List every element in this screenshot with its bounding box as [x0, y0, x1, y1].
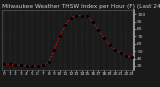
Point	[75, 15, 78, 16]
Point	[80, 15, 83, 16]
Point	[47, 62, 50, 63]
Point	[108, 44, 111, 46]
Point	[53, 49, 56, 50]
Point	[119, 52, 122, 53]
Point	[31, 65, 33, 67]
Point	[114, 49, 116, 50]
Point	[69, 17, 72, 19]
Point	[42, 64, 44, 66]
Point	[58, 36, 61, 37]
Point	[97, 30, 100, 31]
Point	[64, 25, 67, 26]
Point	[103, 37, 105, 38]
Point	[130, 56, 133, 58]
Point	[86, 16, 89, 17]
Point	[3, 63, 6, 64]
Point	[9, 64, 11, 65]
Point	[20, 64, 22, 66]
Point	[14, 64, 17, 66]
Text: Milwaukee Weather THSW Index per Hour (F) (Last 24 Hours): Milwaukee Weather THSW Index per Hour (F…	[2, 4, 160, 9]
Point	[125, 55, 127, 56]
Point	[92, 21, 94, 22]
Point	[36, 65, 39, 67]
Point	[25, 65, 28, 67]
